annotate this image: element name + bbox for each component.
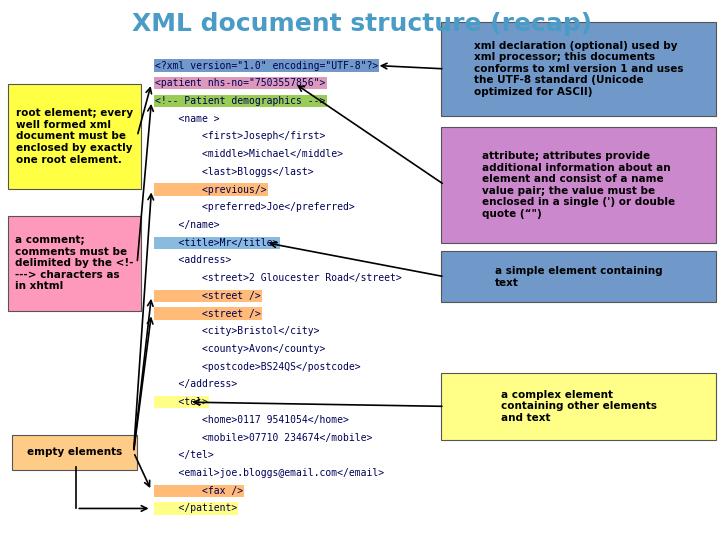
Text: <first>Joseph</first>: <first>Joseph</first> [155, 131, 325, 141]
Text: <middle>Michael</middle>: <middle>Michael</middle> [155, 149, 343, 159]
Text: <postcode>BS24QS</postcode>: <postcode>BS24QS</postcode> [155, 362, 361, 372]
Text: empty elements: empty elements [27, 447, 122, 457]
Text: </patient>: </patient> [155, 503, 238, 514]
Text: XML document structure (recap): XML document structure (recap) [132, 12, 593, 36]
Text: <tel>: <tel> [155, 397, 208, 407]
Text: <street>2 Gloucester Road</street>: <street>2 Gloucester Road</street> [155, 273, 402, 283]
FancyBboxPatch shape [441, 373, 716, 440]
FancyBboxPatch shape [441, 22, 716, 116]
Text: attribute; attributes provide
additional information about an
element and consis: attribute; attributes provide additional… [482, 151, 675, 219]
Text: <previous/>: <previous/> [155, 185, 266, 194]
FancyBboxPatch shape [441, 251, 716, 302]
FancyBboxPatch shape [441, 127, 716, 243]
Text: <email>joe.bloggs@email.com</email>: <email>joe.bloggs@email.com</email> [155, 468, 384, 478]
Text: <!-- Patient demographics -->: <!-- Patient demographics --> [155, 96, 325, 106]
Text: <name >: <name > [155, 114, 220, 124]
Text: <county>Avon</county>: <county>Avon</county> [155, 344, 325, 354]
FancyBboxPatch shape [9, 84, 140, 189]
Text: <city>Bristol</city>: <city>Bristol</city> [155, 326, 320, 336]
Text: </address>: </address> [155, 380, 238, 389]
Text: <title>Mr</title>: <title>Mr</title> [155, 238, 279, 248]
Text: xml declaration (optional) used by
xml processor; this documents
conforms to xml: xml declaration (optional) used by xml p… [474, 40, 683, 97]
Text: <preferred>Joe</preferred>: <preferred>Joe</preferred> [155, 202, 355, 212]
Text: root element; every
well formed xml
document must be
enclosed by exactly
one roo: root element; every well formed xml docu… [16, 108, 133, 165]
Text: </tel>: </tel> [155, 450, 214, 460]
Text: </name>: </name> [155, 220, 220, 230]
Text: <home>0117 9541054</home>: <home>0117 9541054</home> [155, 415, 349, 425]
Text: <mobile>07710 234674</mobile>: <mobile>07710 234674</mobile> [155, 433, 372, 443]
Text: <?xml version="1.0" encoding="UTF-8"?>: <?xml version="1.0" encoding="UTF-8"?> [155, 60, 378, 71]
Text: a complex element
containing other elements
and text: a complex element containing other eleme… [500, 390, 657, 423]
FancyBboxPatch shape [9, 216, 140, 310]
Text: <last>Bloggs</last>: <last>Bloggs</last> [155, 167, 314, 177]
Text: <address>: <address> [155, 255, 231, 266]
FancyBboxPatch shape [12, 435, 137, 470]
Text: <patient nhs-no="7503557856">: <patient nhs-no="7503557856"> [155, 78, 325, 88]
Text: <street />: <street /> [155, 291, 261, 301]
Text: <fax />: <fax /> [155, 486, 243, 496]
Text: a simple element containing
text: a simple element containing text [495, 266, 662, 287]
Text: <street />: <street /> [155, 308, 261, 319]
Text: a comment;
comments must be
delimited by the <!-
---> characters as
in xhtml: a comment; comments must be delimited by… [15, 235, 134, 292]
